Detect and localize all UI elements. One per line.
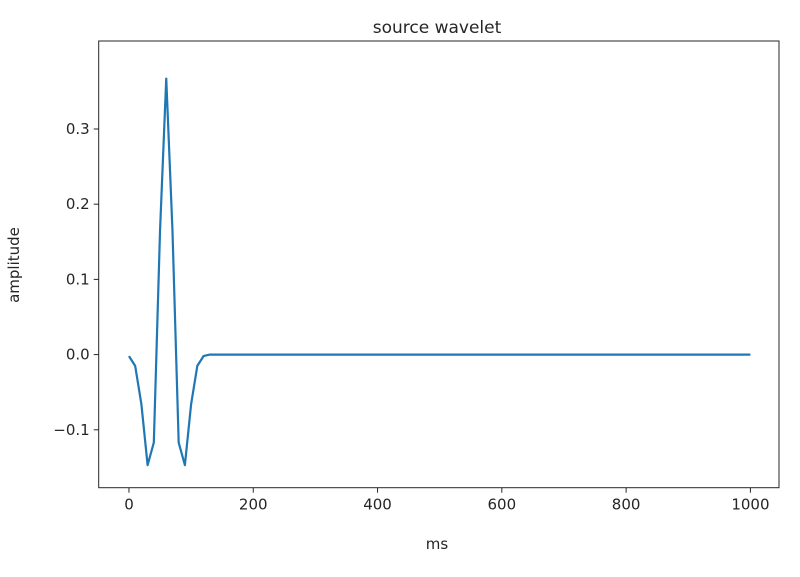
y-tick-label: 0.0	[66, 346, 90, 364]
series-line-wavelet	[128, 77, 751, 467]
chart-title: source wavelet	[373, 18, 502, 38]
y-tick-label: 0.1	[66, 270, 90, 288]
y-tick-label: 0.3	[66, 120, 90, 138]
x-tick-label: 600	[488, 496, 517, 514]
x-tick-label: 0	[124, 496, 134, 514]
x-tick-label: 1000	[731, 496, 769, 514]
x-tick-label: 400	[363, 496, 392, 514]
x-axis-label: ms	[426, 535, 449, 553]
axes-frame	[98, 40, 780, 489]
x-tick-label: 800	[612, 496, 641, 514]
y-axis-label: amplitude	[5, 227, 23, 303]
y-tick-label: −0.1	[53, 421, 89, 439]
y-axis-ticks: −0.1 0.0 0.1 0.2 0.3	[53, 120, 99, 439]
y-tick-label: 0.2	[66, 195, 90, 213]
x-axis-ticks: 0 200 400 600 800 1000	[124, 487, 770, 514]
x-tick-label: 200	[239, 496, 268, 514]
